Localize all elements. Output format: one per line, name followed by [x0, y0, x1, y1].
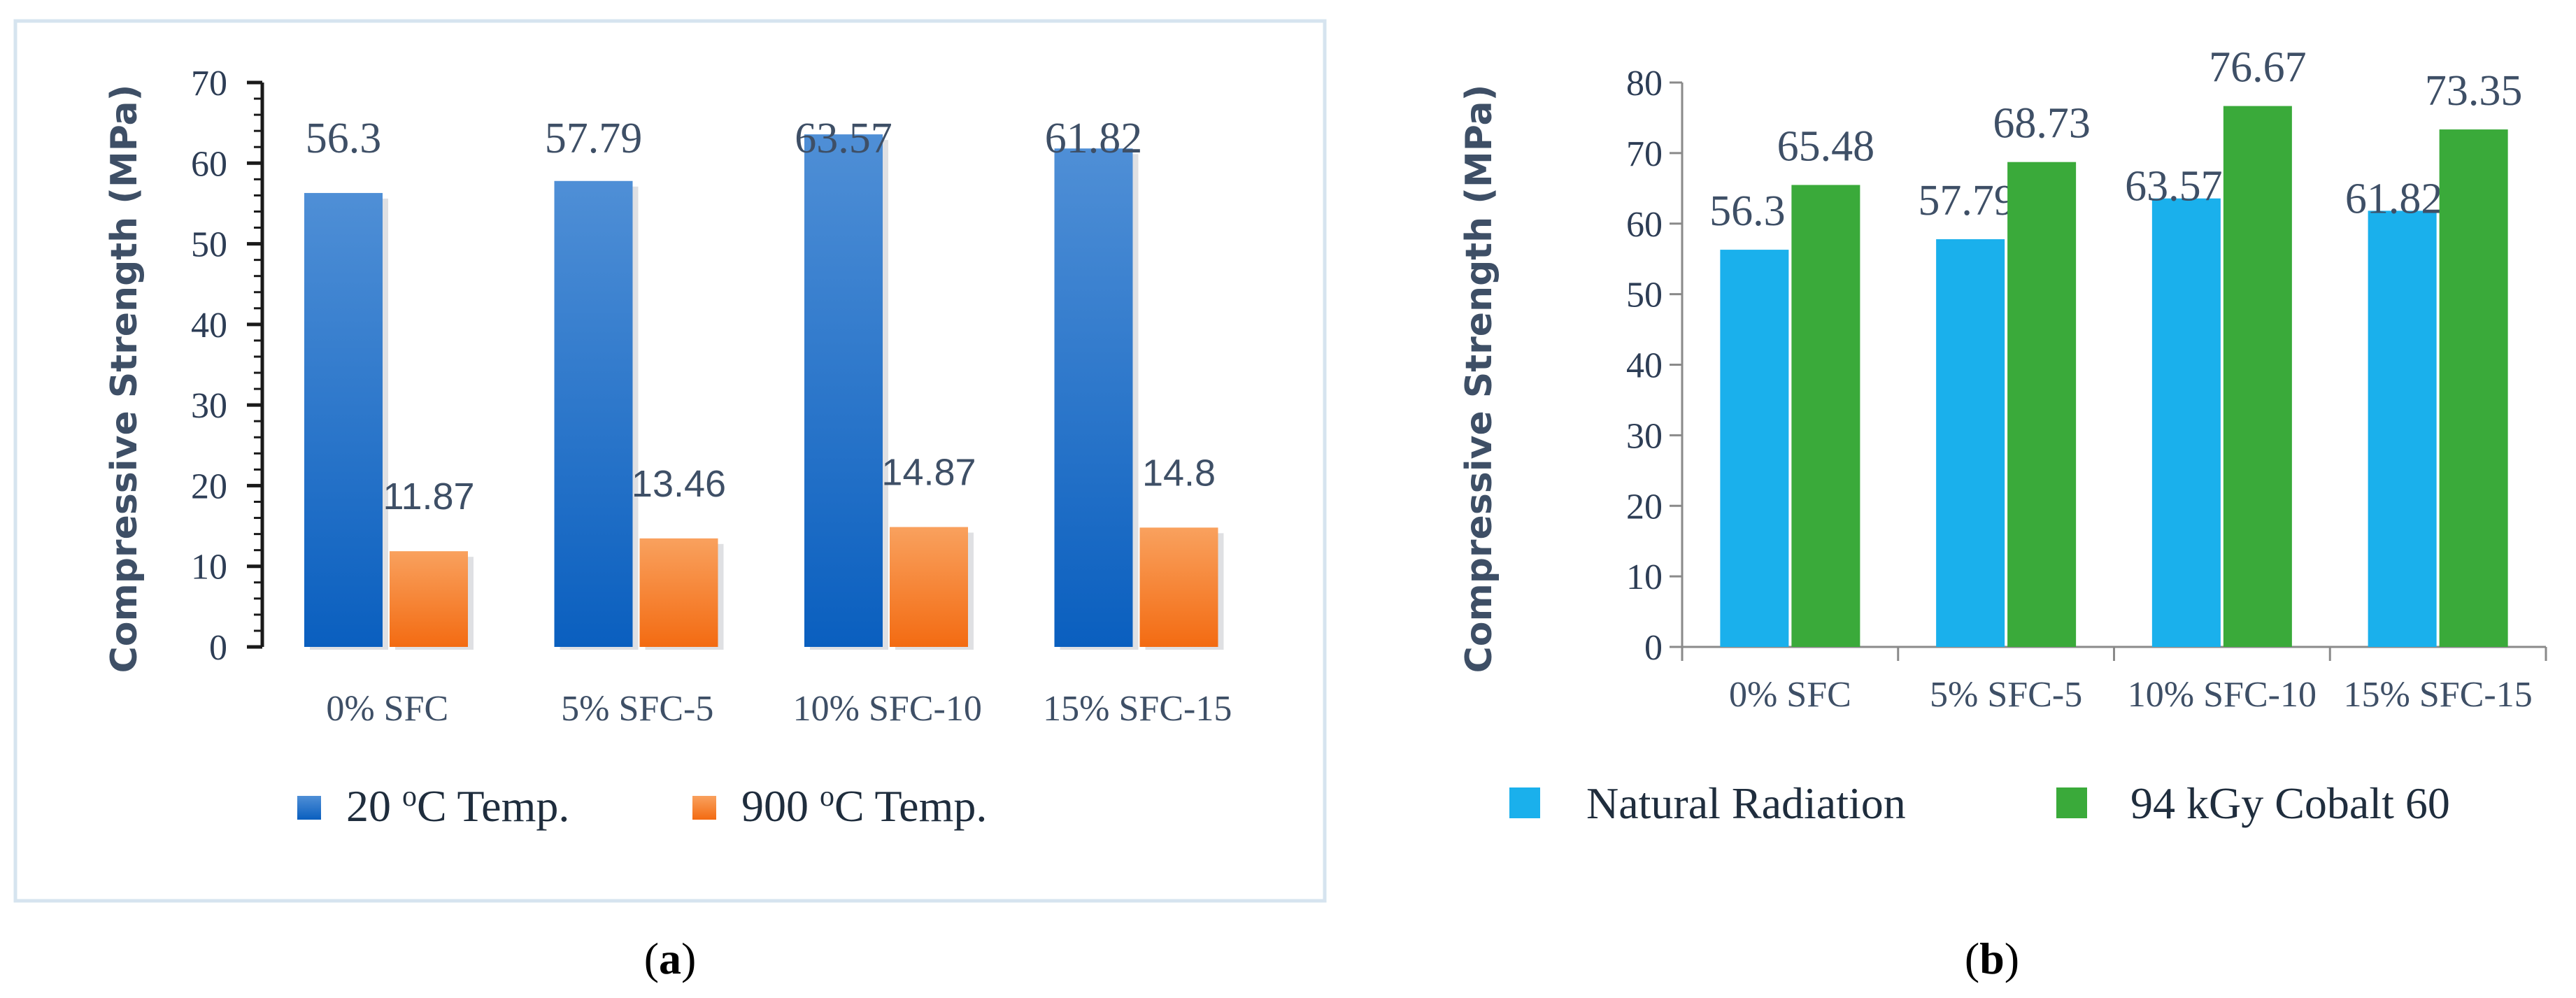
legend-swatch-20c	[297, 796, 321, 820]
x-category-label-a: 0% SFC	[326, 689, 448, 729]
y-tick-label-a: 50	[191, 225, 227, 265]
bar-20c	[304, 192, 383, 648]
y-tick-label-b: 40	[1626, 346, 1663, 386]
data-label-cobalt: 68.73	[1993, 100, 2091, 148]
data-label-20c: 61.82	[1045, 115, 1143, 162]
y-tick-label-a: 30	[191, 386, 227, 426]
data-label-natural: 61.82	[2345, 175, 2443, 222]
data-label-900c: 14.8	[1142, 452, 1216, 494]
x-category-label-b: 0% SFC	[1729, 675, 1851, 715]
data-label-900c: 11.87	[383, 476, 474, 518]
bar-cobalt-60	[2223, 106, 2292, 647]
bar-20c	[1054, 148, 1133, 647]
bar-cobalt-60	[2007, 162, 2077, 647]
x-category-label-b: 15% SFC-15	[2344, 675, 2533, 715]
x-category-label-a: 10% SFC-10	[793, 689, 982, 729]
y-axis-title-a: Compressive Strength (MPa)	[104, 85, 145, 673]
y-tick-label-b: 80	[1626, 64, 1663, 104]
data-label-natural: 63.57	[2125, 163, 2223, 211]
legend-label-20c: 20 oC Temp.	[346, 780, 569, 831]
legend-swatch-900c	[692, 796, 716, 820]
bar-natural-radiation	[2368, 211, 2437, 647]
bar-900c	[639, 538, 718, 647]
x-category-label-a: 15% SFC-15	[1043, 689, 1232, 729]
bar-natural-radiation	[1720, 250, 1789, 648]
y-tick-label-b: 10	[1626, 557, 1663, 597]
y-tick-label-a: 60	[191, 144, 227, 184]
data-label-20c: 57.79	[545, 115, 643, 162]
data-label-900c: 13.46	[632, 463, 726, 505]
bar-natural-radiation	[1936, 239, 2005, 648]
y-tick-label-a: 40	[191, 306, 227, 345]
y-tick-label-b: 0	[1644, 628, 1663, 668]
bar-cobalt-60	[1791, 185, 1860, 648]
data-label-natural: 56.3	[1709, 187, 1786, 235]
legend-label-cobalt: 94 kGy Cobalt 60	[2130, 778, 2450, 828]
bar-cobalt-60	[2439, 129, 2508, 647]
y-tick-label-b: 70	[1626, 134, 1663, 174]
y-tick-label-b: 20	[1626, 487, 1663, 527]
x-category-label-a: 5% SFC-5	[561, 689, 713, 729]
y-tick-label-a: 0	[209, 628, 227, 668]
y-tick-label-a: 10	[191, 548, 227, 587]
bar-20c	[804, 134, 883, 647]
y-axis-title-b: Compressive Strength (MPa)	[1458, 85, 1500, 673]
x-category-label-b: 10% SFC-10	[2128, 675, 2317, 715]
legend-label-natural: Natural Radiation	[1586, 778, 1906, 828]
data-label-natural: 57.79	[1918, 177, 2016, 224]
data-label-cobalt: 73.35	[2425, 67, 2523, 115]
data-label-cobalt: 76.67	[2209, 44, 2307, 92]
data-label-20c: 63.57	[795, 115, 892, 162]
y-tick-label-a: 70	[191, 64, 227, 104]
legend-label-900c: 900 oC Temp.	[741, 780, 987, 831]
data-label-900c: 14.87	[881, 452, 976, 494]
legend-swatch-cobalt	[2056, 787, 2087, 818]
bar-900c	[890, 527, 968, 647]
chart-a: 0 10 20 30 40 50 60 70 Compressive Strength (MPa…	[104, 64, 1232, 831]
data-label-cobalt: 65.48	[1777, 122, 1875, 170]
caption-b: (b)	[1965, 934, 2019, 983]
y-tick-label-a: 20	[191, 466, 227, 506]
y-tick-label-b: 50	[1626, 276, 1663, 315]
y-tick-label-b: 30	[1626, 416, 1663, 456]
bar-900c	[390, 551, 468, 647]
legend-swatch-natural	[1509, 787, 1540, 818]
chart-b: 0 10 20 30 40 50 60 70 80 Compressive Strength (M…	[1458, 44, 2547, 828]
data-label-20c: 56.3	[306, 115, 382, 162]
bar-20c	[554, 180, 633, 647]
bar-900c	[1139, 527, 1218, 647]
bar-natural-radiation	[2151, 198, 2221, 647]
x-category-label-b: 5% SFC-5	[1930, 675, 2082, 715]
caption-a: (a)	[644, 934, 697, 983]
y-tick-label-b: 60	[1626, 205, 1663, 245]
